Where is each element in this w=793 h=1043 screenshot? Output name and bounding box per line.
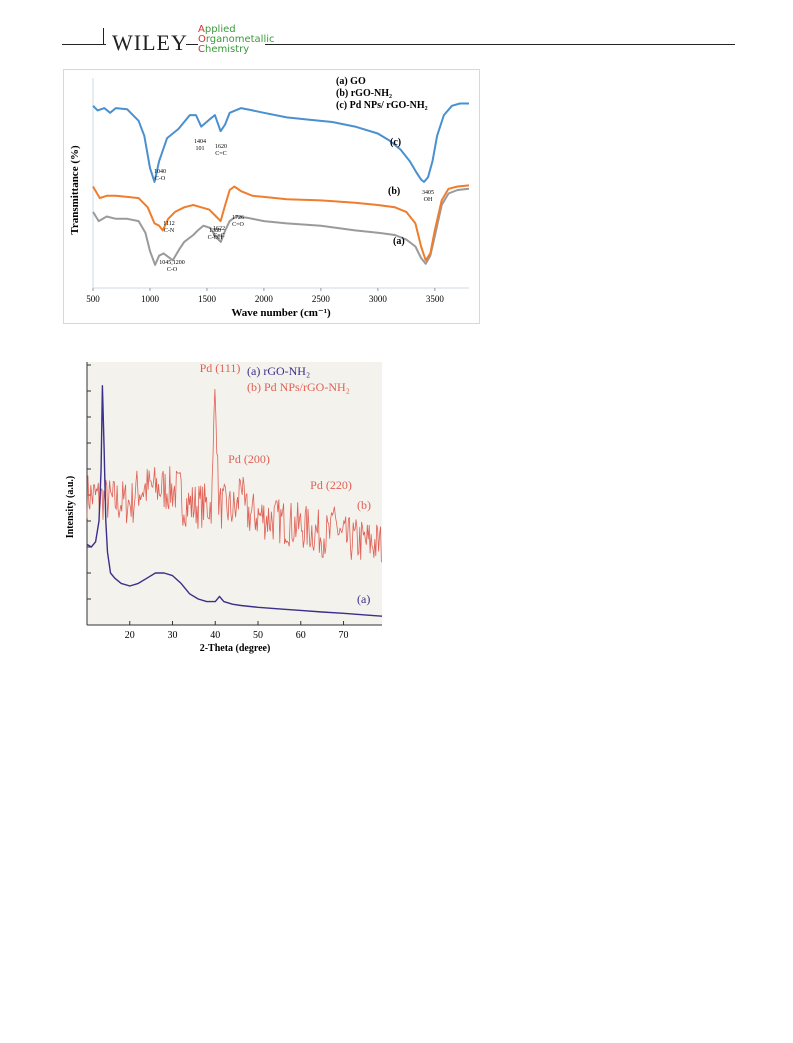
ftir-chart: Transmittance (%) Wave number (cm⁻¹) (a)… [69, 76, 470, 319]
ftir-annotation-group: C-O [155, 176, 166, 182]
ftir-annotation-wavenumber: 1726 [232, 215, 244, 221]
xrd-series-line-a [86, 385, 383, 617]
ftir-annotation-wavenumber: 1620 [215, 144, 227, 150]
ftir-series-label-c: (c) [390, 137, 401, 148]
ftir-x-tick-label: 1500 [198, 294, 217, 304]
xrd-peak-labels: Pd (111) Pd (200) Pd (220) [200, 361, 352, 492]
xrd-x-ticks: 20 30 40 50 60 70 [125, 621, 349, 641]
ftir-annotation-wavenumber: 1404 [194, 139, 206, 145]
ftir-series-line-c [92, 102, 469, 183]
ftir-x-label: Wave number (cm⁻¹) [231, 307, 331, 319]
ftir-annotation-group: C=O [232, 222, 244, 228]
ftir-x-tick-label: 2500 [312, 294, 331, 304]
xrd-x-tick-label: 60 [296, 630, 306, 641]
publisher-logo: WILEY [112, 30, 188, 55]
ftir-x-tick-label: 3000 [369, 294, 388, 304]
xrd-peak-label: Pd (200) [228, 452, 270, 466]
ftir-x-tick-label: 2000 [255, 294, 274, 304]
ftir-legend-a: (a) GO [336, 76, 366, 87]
xrd-chart: Intensity (a.u.) 2-Theta (degree) 20 30 40… [65, 361, 383, 654]
xrd-series [86, 385, 383, 617]
xrd-figure: Intensity (a.u.) 2-Theta (degree) 20 30 40… [63, 357, 385, 657]
ftir-annotation-wavenumber: 1045,1200 [159, 260, 185, 266]
ftir-annotation-wavenumber: 1622 [213, 226, 225, 232]
journal-word-3: hemistry [204, 44, 250, 55]
ftir-annotation-group: C-OH [208, 235, 223, 241]
ftir-y-label: Transmittance (%) [69, 145, 81, 235]
xrd-x-tick-label: 30 [168, 630, 178, 641]
xrd-series-label-a: (a) [357, 592, 370, 606]
xrd-x-label: 2-Theta (degree) [200, 643, 271, 654]
ftir-x-ticks: 500 1000 1500 2000 2500 3000 3500 [86, 288, 444, 304]
xrd-legend-a: (a) rGO-NH₂ [247, 364, 310, 378]
xrd-peak-label: Pd (111) [200, 361, 241, 375]
ftir-series-label-b: (b) [388, 186, 400, 197]
header-rule-tick [103, 28, 104, 44]
ftir-x-tick-label: 3500 [426, 294, 445, 304]
ftir-x-tick-label: 500 [86, 294, 100, 304]
journal-word-2: rganometallic [205, 34, 275, 45]
xrd-series-label-b: (b) [357, 498, 371, 512]
ftir-legend-b: (b) rGO-NH₂ [336, 88, 392, 99]
header-rule-dash [186, 44, 198, 45]
journal-cap-a: A [198, 24, 205, 35]
ftir-series [92, 102, 470, 266]
ftir-annotation-group: OH [424, 197, 433, 203]
ftir-series-line-a [92, 187, 470, 266]
xrd-plot-area [87, 362, 382, 625]
header-rule-left [62, 44, 106, 45]
xrd-legend-b: (b) Pd NPs/rGO-NH₂ [247, 380, 350, 394]
ftir-x-tick-label: 1000 [141, 294, 160, 304]
xrd-peak-label: Pd (220) [310, 478, 352, 492]
xrd-series-line-b [86, 388, 382, 563]
xrd-x-tick-label: 20 [125, 630, 135, 641]
xrd-x-tick-label: 50 [253, 630, 263, 641]
ftir-legend-c: (c) Pd NPs/ rGO-NH₂ [336, 100, 428, 111]
ftir-figure: Transmittance (%) Wave number (cm⁻¹) (a)… [63, 69, 480, 324]
ftir-annotation-wavenumber: 1380 [209, 228, 221, 234]
ftir-annotation-group: C=C [215, 151, 226, 157]
header-rule-right [265, 44, 735, 45]
ftir-series-line-b [92, 184, 470, 262]
page-header: WILEY Applied Organometallic Chemistry [0, 0, 793, 60]
ftir-annotation-group: 101 [196, 146, 205, 152]
xrd-y-label: Intensity (a.u.) [65, 476, 76, 539]
ftir-annotation-wavenumber: 1112 [163, 221, 175, 227]
ftir-annotation-group: C=C [213, 233, 224, 239]
ftir-annotation-group: C-O [167, 267, 178, 273]
ftir-series-label-a: (a) [393, 236, 405, 247]
xrd-x-tick-label: 70 [339, 630, 349, 641]
journal-word-1: pplied [204, 24, 236, 35]
xrd-x-tick-label: 40 [210, 630, 220, 641]
journal-name: Applied Organometallic Chemistry [198, 25, 275, 55]
ftir-annotation-group: C-N [164, 228, 175, 234]
journal-cap-o: O [198, 34, 206, 45]
ftir-annotation-wavenumber: 1040 [154, 169, 166, 175]
ftir-annotation-wavenumber: 3405 [422, 190, 434, 196]
journal-cap-c: C [198, 44, 205, 55]
